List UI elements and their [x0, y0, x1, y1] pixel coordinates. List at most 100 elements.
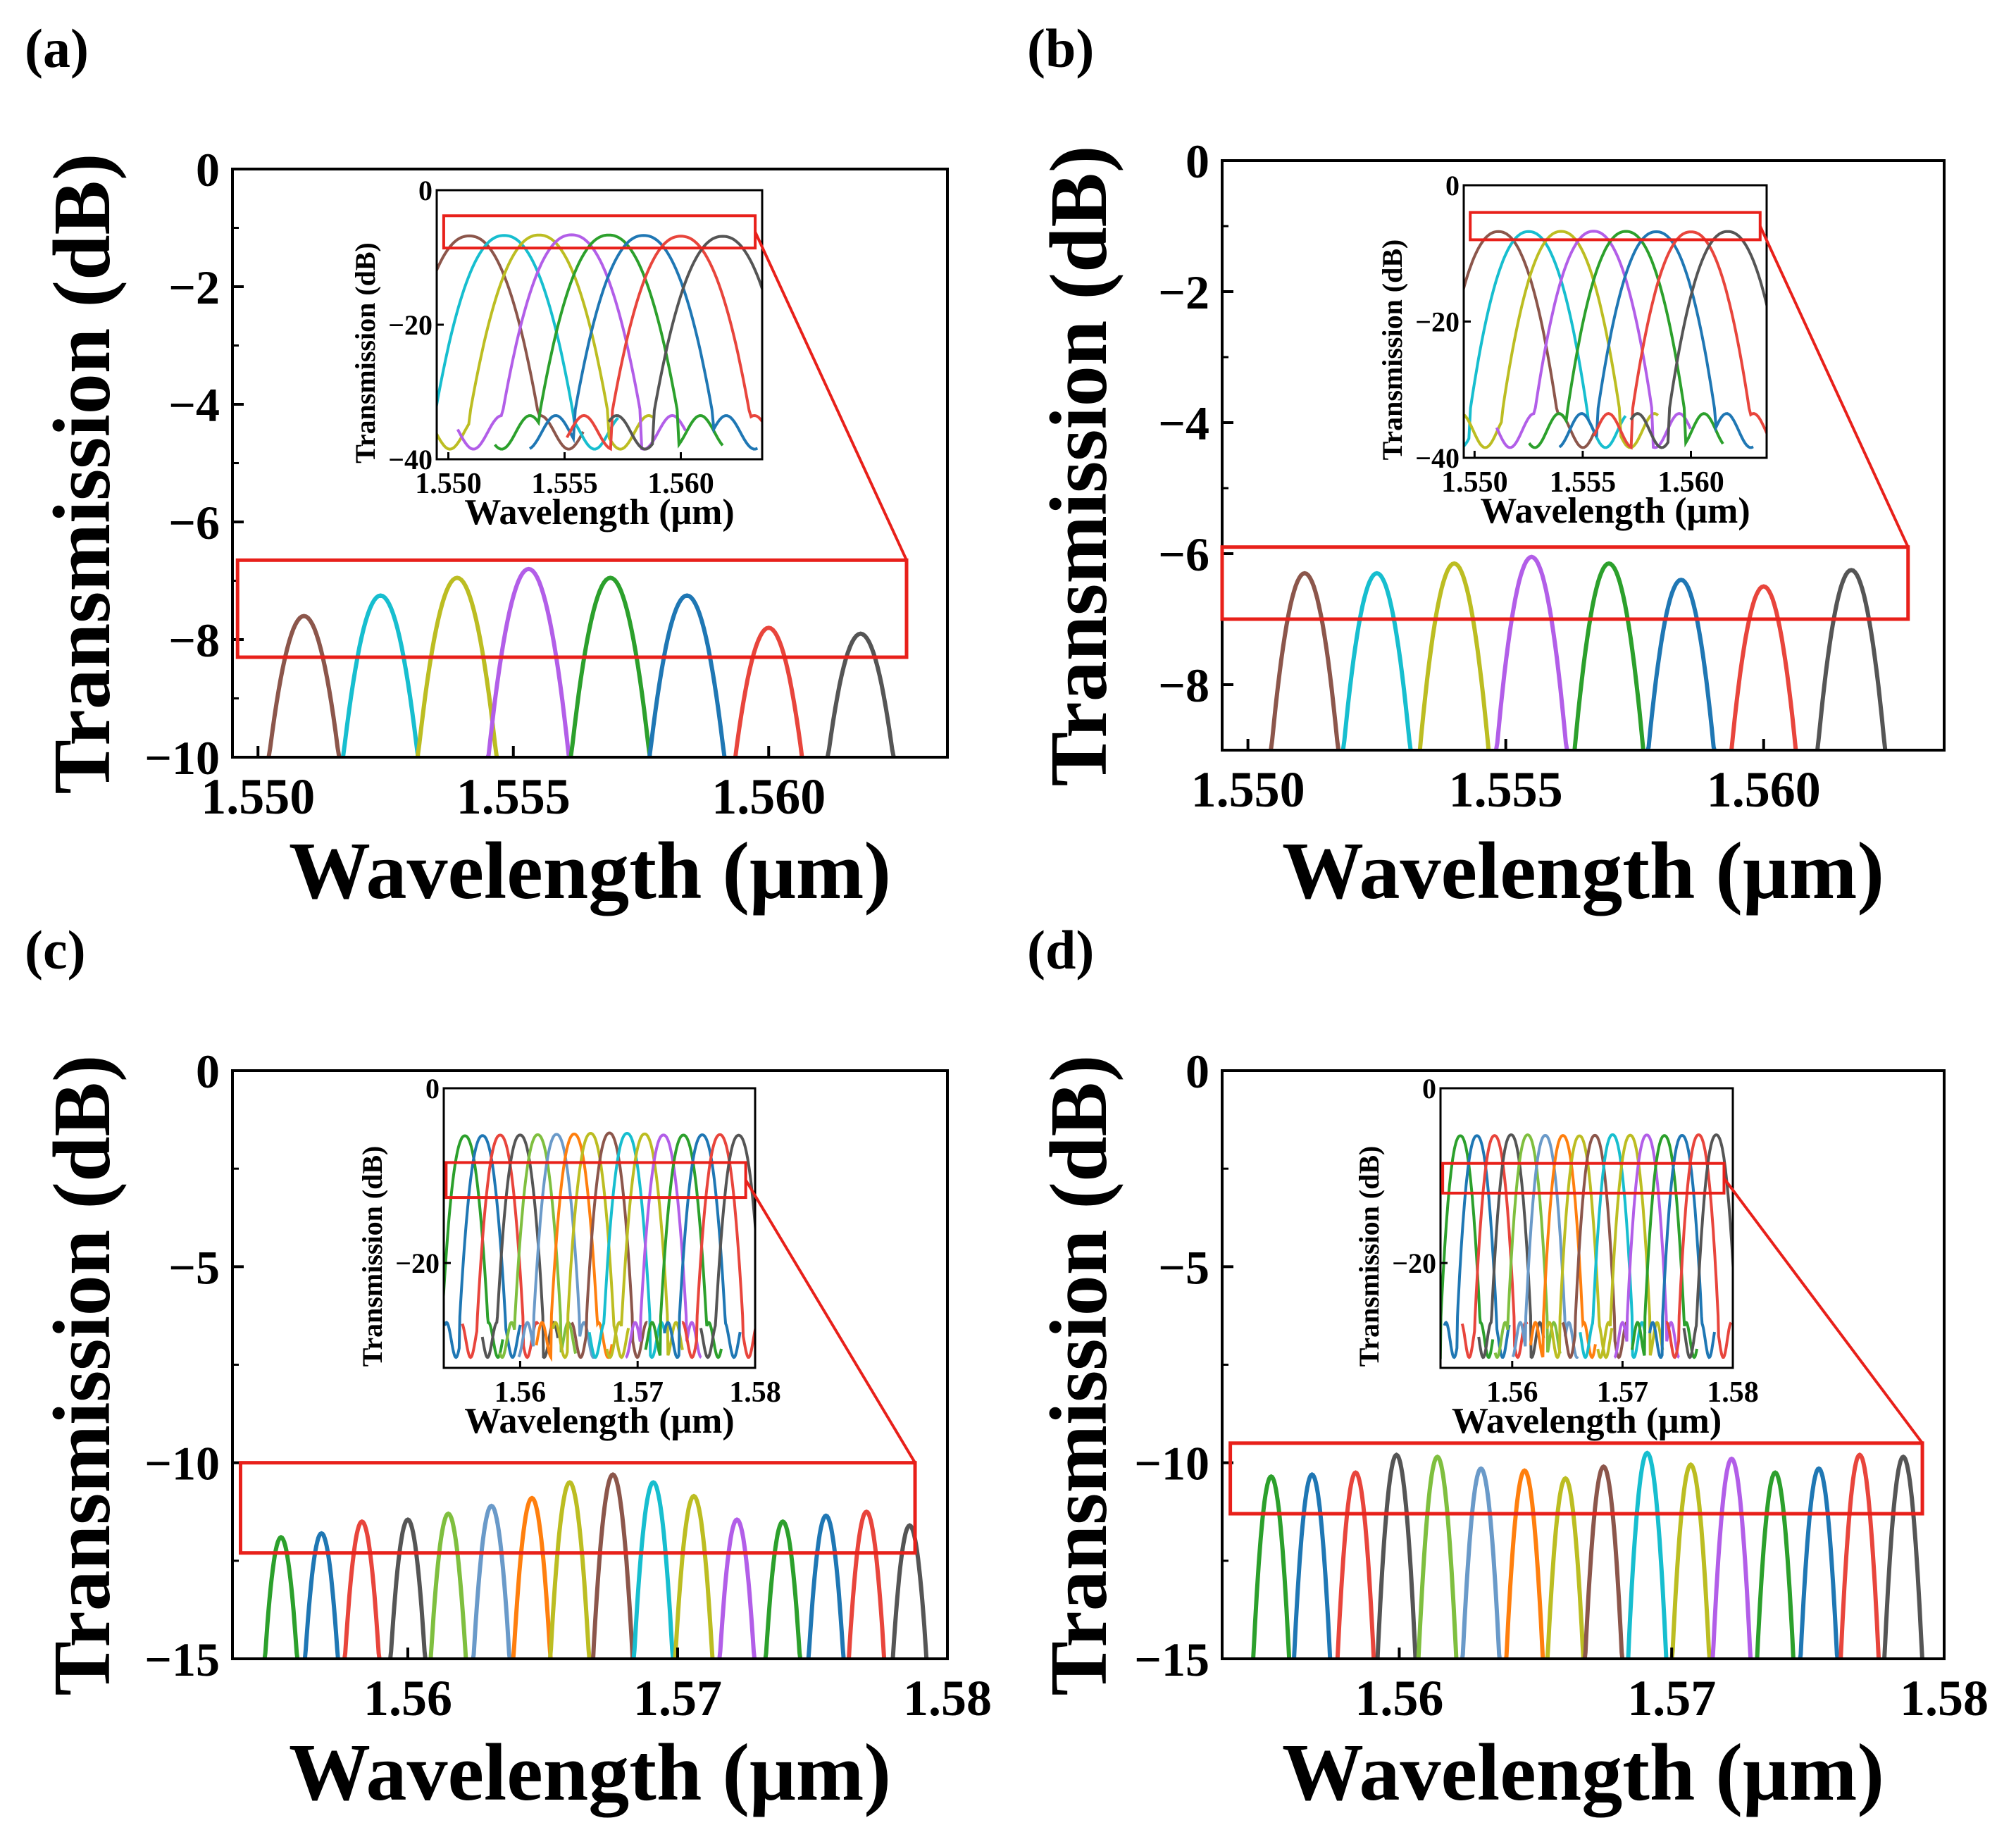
- series-line-ch10: [1609, 1450, 1686, 1659]
- series-line-ch11: [652, 1493, 736, 1659]
- series-line-ch2: [340, 593, 421, 757]
- inset-x-tick-label: 1.550: [415, 468, 482, 500]
- inset-series-line-ch4: [1477, 1133, 1545, 1359]
- inset-series-line-ch11: [605, 1132, 684, 1359]
- y-tick-label: −15: [144, 1633, 220, 1686]
- panel-label: (d): [1027, 919, 1094, 980]
- y-tick-label: −10: [144, 731, 220, 785]
- x-axis-label: Wavelength (μm): [289, 826, 891, 916]
- main-zoom-box: [235, 558, 909, 659]
- series-line-ch6: [1645, 578, 1717, 750]
- y-tick-label: 0: [196, 143, 220, 197]
- inset-y-tick-label: −20: [1415, 306, 1460, 338]
- y-tick-label: −15: [1134, 1633, 1209, 1686]
- inset-background: [437, 190, 762, 459]
- series-line-ch8: [528, 1480, 612, 1659]
- inset-y-axis-label: Transmission (dB): [1353, 1146, 1385, 1367]
- y-tick-label: −4: [1158, 397, 1209, 450]
- series-line-ch3: [1317, 1470, 1394, 1659]
- series-line-ch6: [647, 593, 727, 757]
- inset-series-line-ch5: [498, 1133, 578, 1359]
- y-tick-label: 0: [1186, 1045, 1209, 1098]
- series-line-ch1: [266, 614, 342, 757]
- series-line-ch2: [280, 1531, 363, 1659]
- inset-series-line-ch1: [444, 1134, 504, 1359]
- inset-y-tick-label: −40: [388, 444, 433, 475]
- series-line-ch5: [1399, 1454, 1476, 1659]
- inset-series-line-ch6: [1511, 1133, 1579, 1359]
- y-tick-label: −2: [1158, 266, 1209, 319]
- inset-series-line-ch7: [1593, 230, 1767, 450]
- series-line-ch7: [1729, 584, 1798, 750]
- y-tick-label: −4: [168, 378, 220, 432]
- inset-series-line-ch1: [1441, 1134, 1495, 1359]
- inset-series-line-ch8: [1545, 1134, 1614, 1359]
- series-line-ch1: [1233, 1474, 1309, 1659]
- x-tick-label: 1.555: [1449, 761, 1563, 818]
- series-line-ch15: [824, 1509, 909, 1659]
- inset-series-line-ch15: [681, 1133, 755, 1359]
- inset-series-line-ch7: [535, 1132, 614, 1362]
- series-line-ch5: [1572, 561, 1646, 750]
- series-line-ch4: [485, 566, 572, 757]
- inset-series-line-ch16: [1682, 1133, 1733, 1359]
- series-line-ch16: [1865, 1454, 1942, 1659]
- inset-series-line-ch3: [461, 1133, 540, 1359]
- inset-axes-frame: [442, 1087, 757, 1369]
- panel-label: (c): [25, 919, 86, 980]
- inset-series-line-ch3: [437, 233, 654, 451]
- series-line-ch8: [1815, 568, 1888, 750]
- series-line-ch5: [568, 575, 652, 757]
- inset-series-line-ch14: [663, 1133, 742, 1359]
- y-tick-label: −2: [168, 261, 220, 314]
- x-axis-label: Wavelength (μm): [1282, 1728, 1884, 1818]
- x-tick-label: 1.57: [633, 1670, 722, 1726]
- y-axis-label: Transmission (dB): [37, 154, 127, 795]
- inset-y-tick-label: 0: [425, 1073, 440, 1104]
- inset-x-tick-label: 1.560: [1657, 466, 1724, 499]
- x-tick-label: 1.560: [1707, 761, 1821, 818]
- x-tick-label: 1.550: [201, 768, 315, 825]
- x-tick-label: 1.56: [1355, 1670, 1443, 1726]
- inset-x-tick-label: 1.58: [1707, 1376, 1759, 1409]
- inset-series-line-ch10: [1579, 1133, 1647, 1359]
- y-tick-label: −6: [1158, 528, 1209, 581]
- y-axis-label: Transmission (dB): [1034, 1055, 1124, 1696]
- inset-series-line-ch6: [517, 1133, 596, 1359]
- main-axes-frame: [1221, 159, 1946, 752]
- series-line-ch16: [868, 1523, 947, 1659]
- inset-series-line-ch3: [1464, 230, 1660, 449]
- inset-zoom-box: [1441, 1162, 1726, 1195]
- x-tick-label: 1.560: [711, 768, 826, 825]
- series-line-ch14: [784, 1513, 868, 1659]
- inset-y-tick-label: −20: [1392, 1247, 1436, 1279]
- series-line-ch4: [1493, 554, 1569, 750]
- inset-series-line-ch11: [1596, 1133, 1665, 1359]
- series-line-ch7: [733, 625, 804, 757]
- series-line-ch1: [239, 1534, 323, 1659]
- inset-series-line-ch8: [607, 235, 762, 451]
- panel-a: (a)0−2−4−6−8−101.550 1.555 1.560Wavelength…: [25, 18, 949, 916]
- inset-x-tick-label: 1.550: [1441, 466, 1508, 499]
- x-axis-label: Wavelength (μm): [1282, 826, 1884, 916]
- inset-x-tick-label: 1.555: [1550, 466, 1617, 499]
- inset-series-line-ch6: [528, 234, 759, 451]
- inset-series-line-ch2: [437, 234, 619, 451]
- y-tick-label: 0: [1186, 135, 1209, 188]
- inset-series-line-ch12: [625, 1133, 702, 1359]
- inset-series-line-ch7: [566, 235, 762, 452]
- inset-x-tick-label: 1.56: [1486, 1376, 1538, 1409]
- inset-y-axis-label: Transmission (dB): [356, 1146, 388, 1367]
- inset-series-line-ch7: [1529, 1134, 1597, 1359]
- y-tick-label: −6: [168, 496, 220, 549]
- series-line-ch11: [1653, 1462, 1729, 1659]
- series-line-ch8: [1527, 1476, 1604, 1659]
- x-axis-label: Wavelength (μm): [289, 1728, 891, 1818]
- main-zoom-box: [238, 1461, 917, 1555]
- y-tick-label: −8: [168, 614, 220, 667]
- x-tick-label: 1.555: [456, 768, 571, 825]
- series-line-ch14: [1780, 1466, 1858, 1659]
- series-line-ch8: [825, 631, 896, 757]
- zoom-connector: [744, 1179, 916, 1464]
